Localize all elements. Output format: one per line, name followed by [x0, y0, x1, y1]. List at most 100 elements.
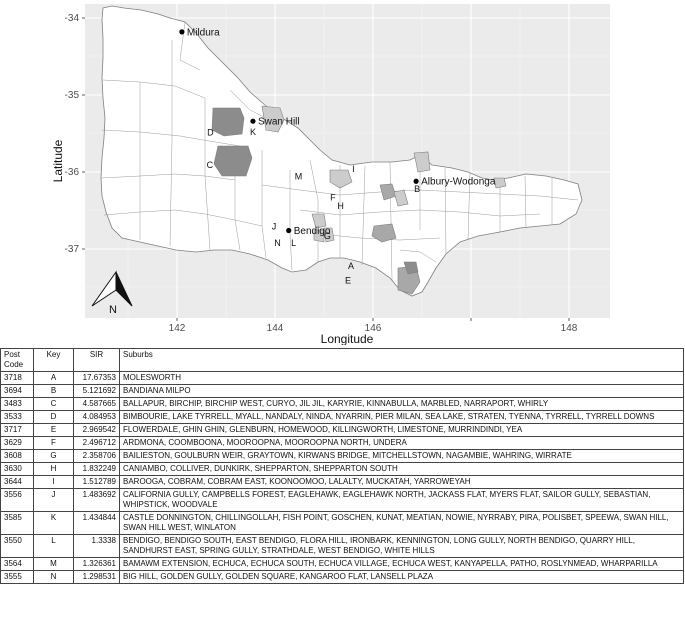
area-m — [329, 169, 353, 189]
cell-postcode: 3550 — [0, 534, 34, 558]
city-label: Swan Hill — [258, 117, 300, 128]
area-k — [261, 105, 285, 133]
cell-key: I — [33, 475, 74, 489]
area-l — [323, 227, 335, 243]
cell-sir: 1.3338 — [73, 534, 120, 558]
table-row: 3564 M 1.326361 BAMAWM EXTENSION, ECHUCA, E… — [0, 557, 684, 571]
cell-postcode: 3564 — [0, 557, 34, 571]
cell-sir: 1.434844 — [73, 511, 120, 535]
region-map: 142 144 146 148 -34 -35 -36 -37 Longitud… — [51, 4, 610, 345]
cell-key: B — [33, 384, 74, 398]
cell-suburbs: BENDIGO, BENDIGO SOUTH, EAST BENDIGO, FL… — [119, 534, 684, 558]
header-sir: SIR — [73, 348, 120, 372]
key-labels: A B C D E F G H I J K L M N — [207, 127, 421, 286]
cell-key: L — [33, 534, 74, 558]
key-label: E — [345, 276, 351, 286]
axis-ticks — [82, 17, 570, 321]
area-a — [403, 261, 419, 275]
header-key: Key — [33, 348, 74, 372]
cell-postcode: 3717 — [0, 423, 34, 437]
cell-sir: 17.67353 — [73, 371, 120, 385]
cell-suburbs: BANDIANA MILPO — [119, 384, 684, 398]
x-axis-title: Longitude — [321, 332, 374, 345]
table-row: 3694 B 5.121692 BANDIANA MILPO — [0, 384, 684, 398]
cell-key: F — [33, 436, 74, 450]
cell-suburbs: FLOWERDALE, GHIN GHIN, GLENBURN, HOMEWOO… — [119, 423, 684, 437]
north-label: N — [109, 304, 117, 316]
cell-sir: 2.969542 — [73, 423, 120, 437]
cell-postcode: 3556 — [0, 488, 34, 512]
cell-suburbs: BIMBOURIE, LAKE TYRRELL, MYALL, NANDALY,… — [119, 410, 684, 424]
map-canvas: 142 144 146 148 -34 -35 -36 -37 Longitud… — [51, 4, 610, 345]
area-b — [493, 177, 507, 189]
north-arrow-icon: N — [91, 270, 133, 316]
key-label: H — [337, 201, 344, 211]
cell-key: G — [33, 449, 74, 463]
key-label: A — [348, 261, 354, 271]
cell-postcode: 3630 — [0, 462, 34, 476]
x-tick-label: 142 — [169, 323, 186, 334]
y-tick-label: -37 — [65, 244, 80, 255]
cell-sir: 1.512789 — [73, 475, 120, 489]
city-label: Mildura — [187, 27, 220, 38]
cell-suburbs: CALIFORNIA GULLY, CAMPBELLS FOREST, EAGL… — [119, 488, 684, 512]
key-label: J — [272, 222, 277, 232]
x-tick-label: 144 — [267, 323, 284, 334]
cell-key: N — [33, 570, 74, 584]
cell-sir: 2.496712 — [73, 436, 120, 450]
table-row: 3533 D 4.084953 BIMBOURIE, LAKE TYRRELL, MY… — [0, 410, 684, 424]
cell-suburbs: BAROOGA, COBRAM, COBRAM EAST, KOONOOMOO,… — [119, 475, 684, 489]
cell-sir: 5.121692 — [73, 384, 120, 398]
cell-key: C — [33, 397, 74, 411]
table-body: 3718 A 17.67353 MOLESWORTH 3694 B 5.121692 BAND… — [0, 371, 684, 584]
cell-postcode: 3585 — [0, 511, 34, 535]
key-label: B — [414, 184, 420, 194]
city-marker — [179, 29, 185, 35]
y-tick-label: -35 — [65, 90, 80, 101]
cell-sir: 1.298531 — [73, 570, 120, 584]
cell-suburbs: BAMAWM EXTENSION, ECHUCA, ECHUCA SOUTH, … — [119, 557, 684, 571]
table-row: 3556 J 1.483692 CALIFORNIA GULLY, CAMPBELLS… — [0, 488, 684, 512]
key-label: M — [295, 172, 303, 182]
table-header-row: Post Code Key SIR Suburbs — [0, 348, 684, 372]
cell-sir: 2.358706 — [73, 449, 120, 463]
highlighted-areas — [211, 105, 507, 295]
cell-postcode: 3483 — [0, 397, 34, 411]
y-axis-title: Latitude — [51, 139, 65, 182]
cell-suburbs: CASTLE DONNINGTON, CHILLINGOLLAH, FISH P… — [119, 511, 684, 535]
cell-suburbs: BALLAPUR, BIRCHIP, BIRCHIP WEST, CURYO, … — [119, 397, 684, 411]
cell-key: E — [33, 423, 74, 437]
table-row: 3483 C 4.587665 BALLAPUR, BIRCHIP, BIRCHIP … — [0, 397, 684, 411]
table-row: 3585 K 1.434844 CASTLE DONNINGTON, CHILLING… — [0, 511, 684, 535]
key-label: G — [324, 231, 331, 241]
cell-postcode: 3644 — [0, 475, 34, 489]
cell-key: J — [33, 488, 74, 512]
y-tick-label: -36 — [65, 167, 80, 178]
key-label: L — [291, 238, 296, 248]
table-row: 3608 G 2.358706 BAILIESTON, GOULBURN WEIR, … — [0, 449, 684, 463]
cell-postcode: 3629 — [0, 436, 34, 450]
area-c — [213, 145, 253, 177]
city-label: Albury-Wodonga — [421, 177, 496, 188]
city-marker — [413, 178, 419, 184]
header-suburbs: Suburbs — [119, 348, 684, 372]
area-g — [371, 223, 397, 243]
cell-postcode: 3555 — [0, 570, 34, 584]
cell-suburbs: BAILIESTON, GOULBURN WEIR, GRAYTOWN, KIR… — [119, 449, 684, 463]
table-row: 3717 E 2.969542 FLOWERDALE, GHIN GHIN, GLEN… — [0, 423, 684, 437]
cell-suburbs: BIG HILL, GOLDEN GULLY, GOLDEN SQUARE, K… — [119, 570, 684, 584]
city-marker — [286, 227, 292, 234]
cell-sir: 1.326361 — [73, 557, 120, 571]
area-j — [311, 213, 327, 229]
table-row: 3630 H 1.832249 CANIAMBO, COLLIVER, DUNKIRK… — [0, 462, 684, 476]
cell-sir: 1.483692 — [73, 488, 120, 512]
area-n — [313, 229, 325, 243]
cell-postcode: 3718 — [0, 371, 34, 385]
cell-postcode: 3694 — [0, 384, 34, 398]
table-row: 3629 F 2.496712 ARDMONA, COOMBOONA, MOOROOP… — [0, 436, 684, 450]
cell-sir: 1.832249 — [73, 462, 120, 476]
cell-postcode: 3608 — [0, 449, 34, 463]
key-label: D — [207, 128, 214, 138]
cell-key: D — [33, 410, 74, 424]
table-row: 3644 I 1.512789 BAROOGA, COBRAM, COBRAM EAS… — [0, 475, 684, 489]
